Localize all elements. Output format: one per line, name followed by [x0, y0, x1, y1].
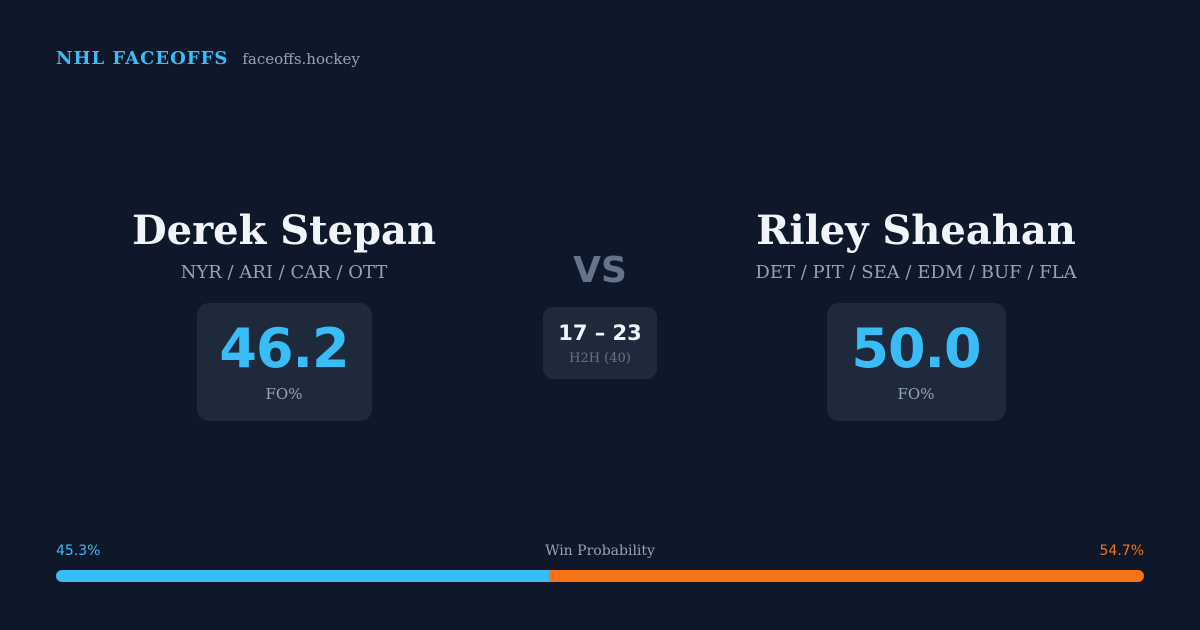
- player-teams: DET / PIT / SEA / EDM / BUF / FLA: [755, 262, 1077, 283]
- head-to-head-label: H2H (40): [569, 350, 631, 366]
- player-name: Riley Sheahan: [756, 207, 1076, 254]
- head-to-head-card: 17 – 23 H2H (40): [543, 307, 657, 379]
- versus-label: VS: [573, 250, 627, 291]
- faceoff-label: FO%: [265, 385, 303, 403]
- faceoff-stat-card: 46.2 FO%: [196, 303, 372, 421]
- player-card-right: Riley Sheahan DET / PIT / SEA / EDM / BU…: [656, 205, 1176, 421]
- win-probability-title: Win Probability: [545, 543, 655, 559]
- brand-name: NHL FACEOFFS: [56, 48, 229, 69]
- win-probability-bar: [56, 570, 1144, 582]
- faceoff-stat-card: 50.0 FO%: [826, 303, 1006, 421]
- win-probability-fill-right: [548, 570, 1144, 582]
- win-probability-left: 45.3%: [56, 543, 101, 559]
- faceoff-percentage: 46.2: [219, 317, 349, 380]
- head-to-head-score: 17 – 23: [558, 320, 642, 345]
- player-teams: NYR / ARI / CAR / OTT: [180, 262, 388, 283]
- faceoff-percentage: 50.0: [851, 317, 981, 380]
- player-name: Derek Stepan: [131, 207, 437, 254]
- player-card-left: Derek Stepan NYR / ARI / CAR / OTT 46.2 …: [24, 205, 544, 421]
- brand-url: faceoffs.hockey: [242, 50, 360, 68]
- faceoff-label: FO%: [897, 385, 935, 403]
- win-probability-right: 54.7%: [1099, 543, 1144, 559]
- win-probability-fill-left: [56, 570, 549, 582]
- brand: NHL FACEOFFS faceoffs.hockey: [56, 48, 360, 69]
